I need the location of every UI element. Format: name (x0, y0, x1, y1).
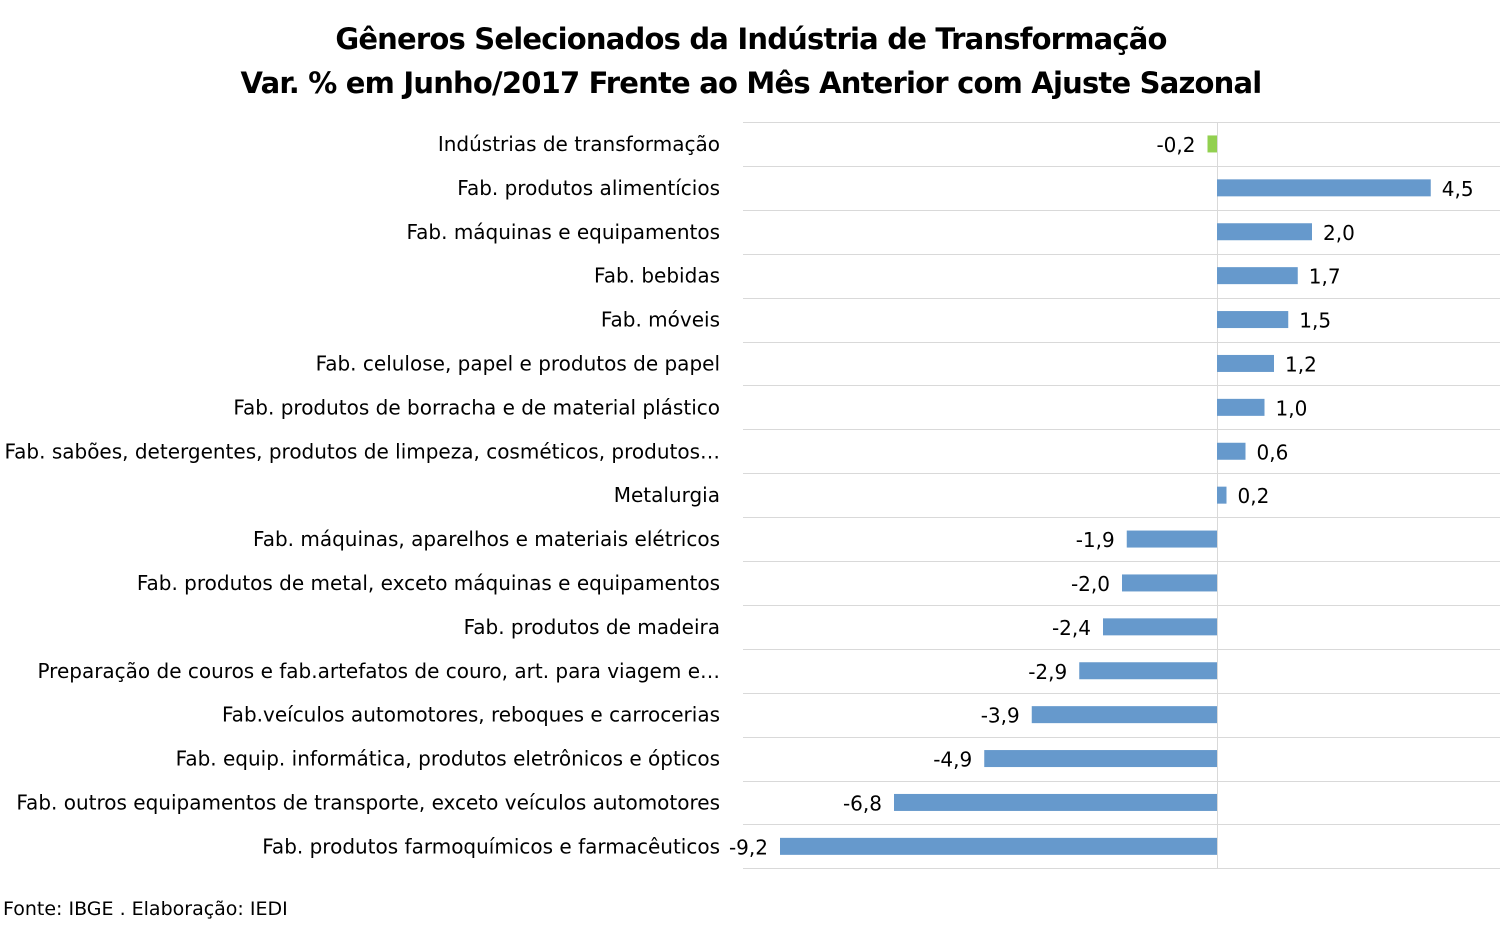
category-label: Indústrias de transformação (438, 132, 720, 156)
category-label: Fab. máquinas e equipamentos (406, 220, 720, 244)
bar (1217, 311, 1289, 329)
bar (1079, 662, 1217, 680)
category-label: Fab. outros equipamentos de transporte, … (16, 790, 720, 814)
category-label: Fab. sabões, detergentes, produtos de li… (4, 439, 720, 463)
data-label: -2,0 (1071, 572, 1110, 596)
data-label: -6,8 (843, 791, 882, 815)
data-label: 1,0 (1276, 396, 1308, 420)
bar (1207, 135, 1217, 153)
data-label: 2,0 (1323, 221, 1355, 245)
source-note: Fonte: IBGE . Elaboração: IEDI (3, 898, 288, 920)
bar (1217, 398, 1265, 416)
value-labels: -0,2 4,5 2,0 1,7 1,5 1,2 1,0 0,6 0,2 -1,9 -2,0 -2,4… (729, 133, 1474, 859)
chart-subtitle: Var. % em Junho/2017 Frente ao Mês Anter… (240, 66, 1263, 100)
category-label: Fab. produtos farmoquímicos e farmacêuti… (262, 834, 720, 858)
data-label: 1,7 (1309, 265, 1341, 289)
category-label: Preparação de couros e fab.artefatos de … (37, 659, 720, 683)
category-label: Fab. equip. informática, produtos eletrô… (176, 747, 720, 771)
data-label: 1,5 (1299, 309, 1331, 333)
category-label: Fab. produtos de borracha e de material … (233, 395, 720, 419)
bar (894, 793, 1217, 811)
bar (780, 837, 1217, 855)
bar (1217, 223, 1312, 241)
category-label: Fab. móveis (601, 308, 720, 332)
bar (1103, 618, 1217, 636)
category-label: Fab. celulose, papel e produtos de papel (316, 351, 720, 375)
data-label: -9,2 (729, 835, 768, 859)
data-label: -1,9 (1076, 528, 1115, 552)
data-label: -2,4 (1052, 616, 1091, 640)
category-label: Fab. produtos alimentícios (457, 176, 720, 200)
chart-title: Gêneros Selecionados da Indústria de Tra… (335, 22, 1167, 56)
category-label: Fab. produtos de metal, exceto máquinas … (137, 571, 720, 595)
bar (1217, 267, 1298, 285)
category-label: Fab.veículos automotores, reboques e car… (222, 703, 720, 727)
category-label: Metalurgia (614, 483, 720, 507)
data-label: -4,9 (933, 748, 972, 772)
category-label: Fab. máquinas, aparelhos e materiais elé… (253, 527, 720, 551)
bar (1217, 442, 1246, 460)
data-label: -0,2 (1156, 133, 1195, 157)
category-label: Fab. bebidas (594, 264, 720, 288)
bar (1126, 530, 1217, 548)
bar (1031, 706, 1217, 724)
bar (1217, 486, 1227, 504)
category-label: Fab. produtos de madeira (464, 615, 720, 639)
bar (984, 750, 1217, 768)
data-label: -3,9 (981, 704, 1020, 728)
bar (1217, 354, 1274, 372)
bar (1217, 179, 1431, 197)
category-labels: Indústrias de transformação Fab. produtos… (4, 132, 720, 858)
data-label: 0,2 (1238, 484, 1270, 508)
bar (1122, 574, 1217, 592)
bars (780, 135, 1431, 855)
data-label: 0,6 (1257, 440, 1289, 464)
data-label: 1,2 (1285, 352, 1317, 376)
data-label: -2,9 (1028, 660, 1067, 684)
data-label: 4,5 (1442, 177, 1474, 201)
